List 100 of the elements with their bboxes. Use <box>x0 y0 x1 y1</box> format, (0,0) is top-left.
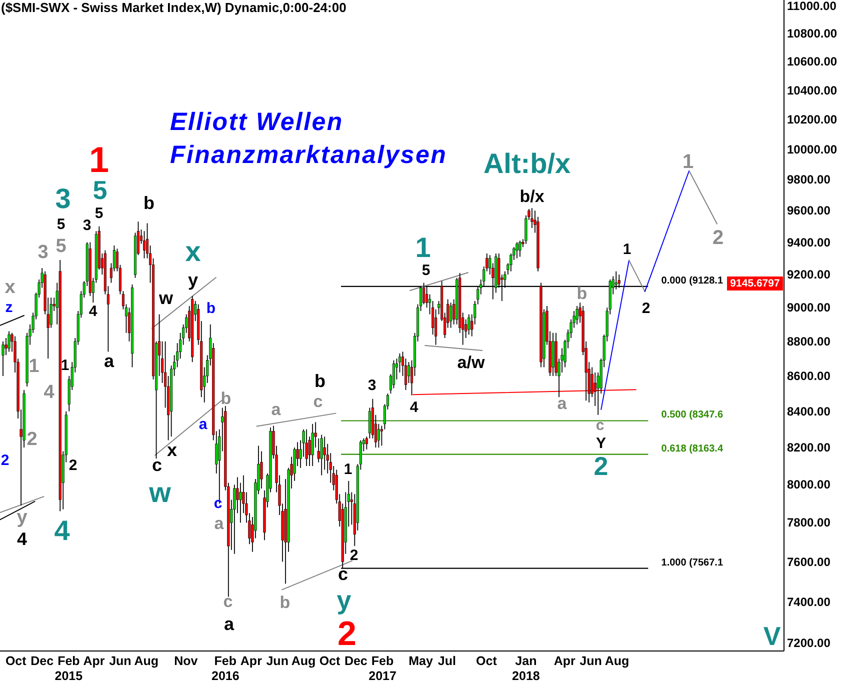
annotation: 1 <box>415 232 431 262</box>
candlestick <box>516 242 518 259</box>
annotation: b <box>576 284 588 302</box>
y-tick-label: 7800.00 <box>787 516 831 530</box>
y-tick-label: 10800.00 <box>787 26 838 41</box>
y-tick-label: 10200.00 <box>787 112 838 126</box>
x-tick-label: Feb 2017 <box>368 654 397 683</box>
y-tick-label: 9800.00 <box>787 172 831 187</box>
annotation: a <box>214 514 224 532</box>
y-tick-label: 9400.00 <box>787 235 831 250</box>
candlestick <box>4 338 8 356</box>
annotation: w <box>158 288 174 308</box>
annotation: c <box>152 455 162 475</box>
annotation: 4 <box>410 398 419 416</box>
y-tick-label: 7200.00 <box>787 636 831 650</box>
annotation: 1 <box>344 460 352 478</box>
annotation: 2 <box>68 456 78 474</box>
y-tick-label: 8400.00 <box>787 404 831 418</box>
candlestick <box>2 340 4 376</box>
y-tick-label: 9600.00 <box>787 204 831 218</box>
candlestick <box>311 423 314 466</box>
annotation: 5 <box>56 236 67 256</box>
annotation: b <box>144 193 154 213</box>
candlestick <box>239 482 242 524</box>
x-tick-label: Nov <box>174 654 198 668</box>
x-tick-label: Oct <box>476 654 498 668</box>
x-tick-label: Aug <box>604 654 630 668</box>
x-tick-label: Apr <box>554 654 576 668</box>
y-tick-label: 8600.00 <box>787 368 831 383</box>
annotation: 2 <box>642 300 650 316</box>
y-tick-label: 9000.00 <box>787 300 831 315</box>
annotation: z <box>5 298 13 316</box>
annotation: 4 <box>88 302 98 320</box>
x-tick-label: Jul <box>438 654 456 668</box>
annotation: b <box>220 388 232 408</box>
annotation: Alt:b/x <box>483 148 571 178</box>
annotation: 3 <box>55 182 71 214</box>
annotation: x <box>185 236 202 266</box>
y-tick-label: 8000.00 <box>787 478 831 492</box>
candlestick <box>8 330 10 352</box>
annotation: y <box>16 506 28 528</box>
candlestick <box>323 436 326 470</box>
annotation: c <box>223 592 233 610</box>
annotation: 9145.6797 <box>730 278 780 290</box>
annotation: c <box>338 564 348 584</box>
x-tick-label: Feb 2015 <box>54 654 83 683</box>
candlestick <box>468 314 470 336</box>
annotation: 5 <box>94 204 104 222</box>
x-tick-label: May <box>408 654 433 668</box>
candlestick <box>518 240 522 258</box>
annotation: c <box>596 416 604 434</box>
annotation: b/x <box>520 186 545 206</box>
annotation: a <box>224 614 235 634</box>
x-tick-label: Dec <box>30 654 54 668</box>
ref-line-label: 0.000 (9128.1 <box>661 275 724 286</box>
y-tick-label: 10600.00 <box>787 54 838 69</box>
annotation: x <box>4 276 16 298</box>
annotation: 5 <box>422 262 430 278</box>
chart-title: ($SMI-SWX - Swiss Market Index,W) Dynamic,0:00-24:00 <box>1 0 346 14</box>
y-tick-label: 7600.00 <box>787 554 831 569</box>
annotation: 2 <box>26 428 38 450</box>
annotation: 2 <box>0 452 10 468</box>
annotation: 1 <box>682 151 694 173</box>
candlestick <box>450 302 452 328</box>
candlestick <box>377 423 380 448</box>
y-tick-label: 10000.00 <box>787 142 838 156</box>
y-tick-label: 8800.00 <box>787 334 831 348</box>
annotation: 2 <box>712 227 724 249</box>
x-tick-label: Aug <box>291 654 316 668</box>
y-tick-label: 7400.00 <box>787 594 831 609</box>
ref-line-label: 1.000 (7567.1 <box>661 557 724 568</box>
x-tick-label: Feb 2016 <box>212 654 240 683</box>
annotation: c <box>313 392 323 410</box>
y-tick-label: 9200.00 <box>787 268 831 282</box>
annotation: 3 <box>38 242 48 262</box>
y-tick-label: 8200.00 <box>787 440 831 455</box>
ref-line-label: 0.500 (8347.6 <box>661 410 724 421</box>
annotation: b <box>206 300 216 316</box>
y-tick-label: 11000.00 <box>787 0 837 13</box>
annotation: a <box>198 416 208 432</box>
annotation: y <box>188 270 198 290</box>
x-tick-label: Jun <box>109 654 132 668</box>
x-tick-label: Oct <box>319 654 341 668</box>
annotation: 1 <box>622 240 632 258</box>
annotation: x <box>166 440 178 460</box>
candlestick <box>576 306 578 325</box>
annotation: 5 <box>56 216 66 232</box>
annotation: 2 <box>594 451 608 481</box>
x-tick-label: Apr <box>240 654 262 668</box>
annotation: a <box>271 400 282 418</box>
y-tick-label: 10400.00 <box>787 83 838 98</box>
x-tick-label: Jan 2018 <box>512 654 540 683</box>
candlestick <box>320 434 323 476</box>
x-tick-label: Jun <box>266 654 288 668</box>
candlestick <box>305 428 308 466</box>
x-tick-label: Jun <box>580 654 602 668</box>
annotation: c <box>214 494 222 512</box>
annotation: b <box>280 592 290 612</box>
annotation: a <box>104 351 115 371</box>
annotation: 3 <box>82 216 92 234</box>
